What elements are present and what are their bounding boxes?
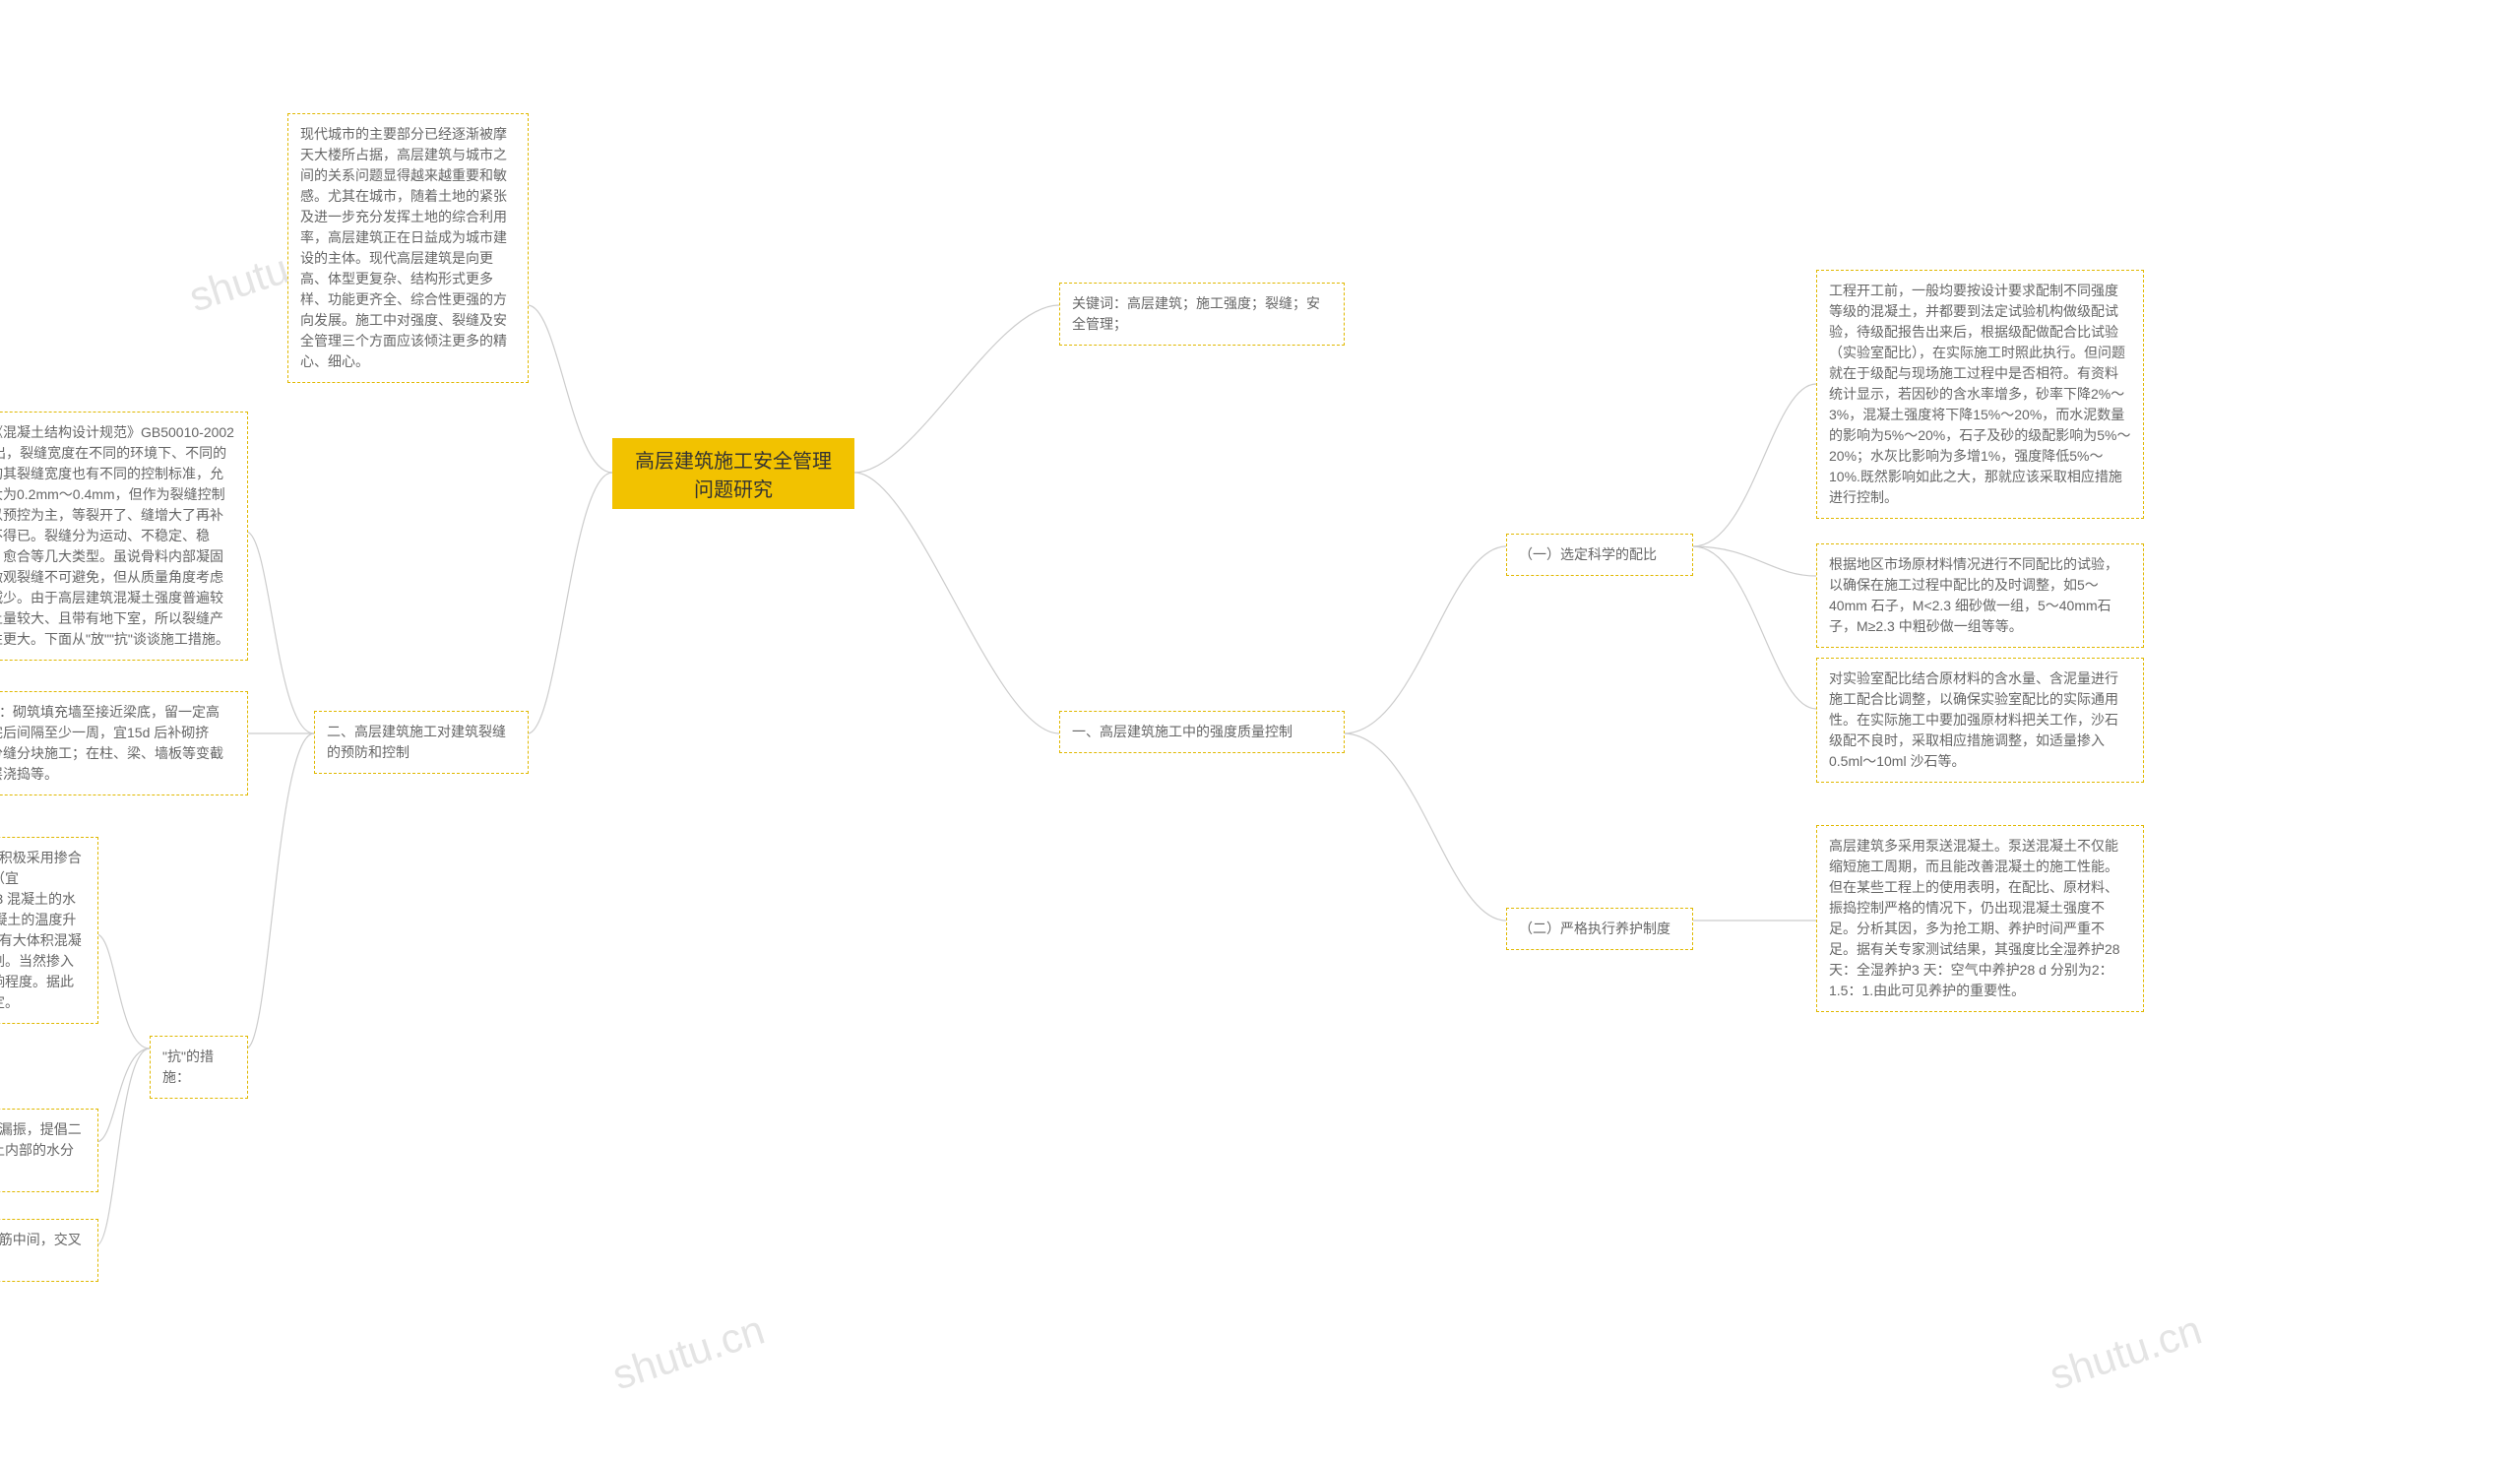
section1-title: 一、高层建筑施工中的强度质量控制	[1072, 724, 1292, 739]
sub2-node: （二）严格执行养护制度	[1506, 908, 1693, 950]
fang-text: "放"的措施：砌筑填充墙至接近梁底，留一定高度，砌筑完后间隔至少一周，宜15d …	[0, 704, 223, 782]
sub1-para1-node: 工程开工前，一般均要按设计要求配制不同强度等级的混凝土，并都要到法定试验机构做级…	[1816, 270, 2144, 519]
kang-para1-node: （1）尽量避免使用早强高的水泥，积极采用掺合料和混凝土外加剂，降低水泥用量（宜<…	[0, 837, 98, 1024]
sub1-title: （一）选定科学的配比	[1519, 546, 1657, 562]
sub1-para3-node: 对实验室配比结合原材料的含水量、含泥量进行施工配合比调整，以确保实验室配比的实际…	[1816, 658, 2144, 783]
sub2-para1-text: 高层建筑多采用泵送混凝土。泵送混凝土不仅能缩短施工周期，而且能改善混凝土的施工性…	[1829, 838, 2120, 998]
sub2-title: （二）严格执行养护制度	[1519, 921, 1670, 936]
sub1-para2-text: 根据地区市场原材料情况进行不同配比的试验，以确保在施工过程中配比的及时调整，如5…	[1829, 556, 2118, 634]
section2-title: 二、高层建筑施工对建筑裂缝的预防和控制	[327, 724, 506, 760]
center-topic: 高层建筑施工安全管理问题研究	[612, 438, 854, 509]
section2-para1-text: 从我国的《混凝土结构设计规范》GB50010-2002 表3.3.4看出，裂缝宽…	[0, 424, 234, 647]
sub1-node: （一）选定科学的配比	[1506, 534, 1693, 576]
sub1-para1-text: 工程开工前，一般均要按设计要求配制不同强度等级的混凝土，并都要到法定试验机构做级…	[1829, 283, 2131, 505]
sub1-para3-text: 对实验室配比结合原材料的含水量、含泥量进行施工配合比调整，以确保实验室配比的实际…	[1829, 670, 2118, 769]
intro-text: 现代城市的主要部分已经逐渐被摩天大楼所占据，高层建筑与城市之间的关系问题显得越来…	[300, 126, 507, 369]
watermark: shutu.cn	[2044, 1306, 2207, 1400]
sub2-para1-node: 高层建筑多采用泵送混凝土。泵送混凝土不仅能缩短施工周期，而且能改善混凝土的施工性…	[1816, 825, 2144, 1012]
intro-node: 现代城市的主要部分已经逐渐被摩天大楼所占据，高层建筑与城市之间的关系问题显得越来…	[287, 113, 529, 383]
fang-node: "放"的措施：砌筑填充墙至接近梁底，留一定高度，砌筑完后间隔至少一周，宜15d …	[0, 691, 248, 795]
kang-para3-text: （3）在施工工艺上，应避免过振和漏振，提倡二次振捣、二次抹面，尽量排除混凝土内部…	[0, 1121, 82, 1178]
keywords-text: 关键词：高层建筑；施工强度；裂缝；安全管理；	[1072, 295, 1320, 332]
sub1-para2-node: 根据地区市场原材料情况进行不同配比的试验，以确保在施工过程中配比的及时调整，如5…	[1816, 543, 2144, 648]
kang-para3-node: （3）在施工工艺上，应避免过振和漏振，提倡二次振捣、二次抹面，尽量排除混凝土内部…	[0, 1109, 98, 1192]
kang-para1-text: （1）尽量避免使用早强高的水泥，积极采用掺合料和混凝土外加剂，降低水泥用量（宜<…	[0, 850, 82, 1010]
watermark: shutu.cn	[606, 1306, 770, 1400]
keywords-node: 关键词：高层建筑；施工强度；裂缝；安全管理；	[1059, 283, 1345, 346]
section2-node: 二、高层建筑施工对建筑裂缝的预防和控制	[314, 711, 529, 774]
center-title: 高层建筑施工安全管理问题研究	[632, 445, 835, 502]
section2-para1-node: 从我国的《混凝土结构设计规范》GB50010-2002 表3.3.4看出，裂缝宽…	[0, 412, 248, 661]
kang-para4-text: （4）现浇板中的线盒置于上、下层筋中间，交叉布线处采用线盒。	[0, 1232, 82, 1268]
kang-title-node: "抗"的措施：	[150, 1036, 248, 1099]
section1-node: 一、高层建筑施工中的强度质量控制	[1059, 711, 1345, 753]
kang-title-text: "抗"的措施：	[162, 1049, 214, 1085]
kang-para4-node: （4）现浇板中的线盒置于上、下层筋中间，交叉布线处采用线盒。	[0, 1219, 98, 1282]
